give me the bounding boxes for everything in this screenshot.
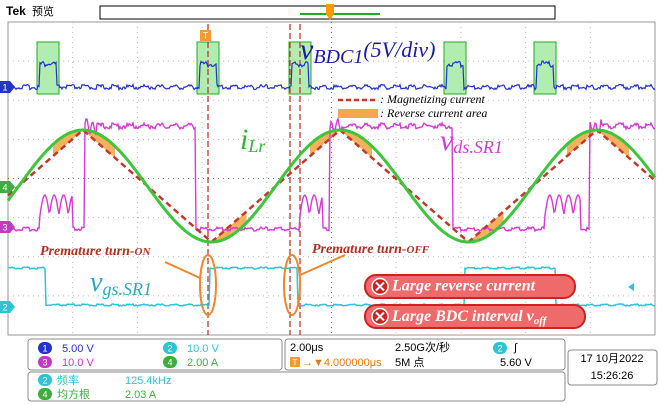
status-text: 10.0 V xyxy=(187,343,219,355)
status-text: 2.50G次/秒 xyxy=(395,340,450,354)
reverse-area xyxy=(310,130,372,158)
legend-label: : Reverse current area xyxy=(380,106,487,120)
status-panel xyxy=(28,339,657,401)
status-text: 2.00μs xyxy=(290,342,324,354)
legend-label: : Magnetizing current xyxy=(380,92,486,106)
reverse-area xyxy=(53,130,115,158)
channel-badge-label: 2 xyxy=(497,343,502,353)
callout-text: Large reverse current xyxy=(391,278,536,295)
status-text: 均方根 xyxy=(57,387,90,401)
trigger-level xyxy=(628,283,634,291)
callout-text: Large BDC interval voff xyxy=(391,308,548,327)
status-text: 17 10月2022 xyxy=(581,353,644,365)
i-lr-label: iLr xyxy=(240,123,266,156)
channel-badge-label: 2 xyxy=(42,375,47,385)
turn-on-label: Premature turn-ON xyxy=(40,244,151,259)
channel-marker: 1 xyxy=(2,82,7,92)
status-text: 频率 xyxy=(57,373,79,387)
v-gs-label: vgs.SR1 xyxy=(90,267,152,299)
status-text: 5M 点 xyxy=(395,356,424,369)
status-text: 15:26:26 xyxy=(591,370,634,382)
status-text: 5.60 V xyxy=(500,357,532,369)
turn-off-label: Premature turn-OFF xyxy=(312,242,430,257)
mode: 预览 xyxy=(32,4,54,18)
channel-marker: 3 xyxy=(2,222,7,232)
scope-screen: Tek 预览 T vBDC1(5V/div) : Magnetizing cur… xyxy=(0,0,659,405)
channel-badge-label: 2 xyxy=(167,343,172,353)
channel-badge-label: 1 xyxy=(42,343,47,353)
trigger-icon: T xyxy=(293,358,298,367)
status-text: 10.0 V xyxy=(62,357,94,369)
status-text: 2.03 A xyxy=(125,389,157,401)
channel-marker: 4 xyxy=(2,182,7,192)
legend-area xyxy=(338,109,378,118)
trigger-marker: T xyxy=(203,30,209,40)
channel-badge-label: 4 xyxy=(167,357,172,367)
status-text: 5.00 V xyxy=(62,343,94,355)
channel-badge-label: 3 xyxy=(42,357,47,367)
reverse-area xyxy=(567,130,629,158)
v-ds-label: vds.SR1 xyxy=(440,124,503,157)
callout: Large reverse current Large BDC interval… xyxy=(365,275,585,328)
status-text: 2.00 A xyxy=(187,357,219,369)
channel-marker: 2 xyxy=(2,302,7,312)
channel-badge-label: 4 xyxy=(42,389,47,399)
brand: Tek xyxy=(6,4,26,18)
status-text: 125.4kHz xyxy=(125,375,171,387)
status-text: →▼4.000000μs xyxy=(302,357,382,369)
v-bdc1-label: vBDC1(5V/div) xyxy=(300,33,435,68)
